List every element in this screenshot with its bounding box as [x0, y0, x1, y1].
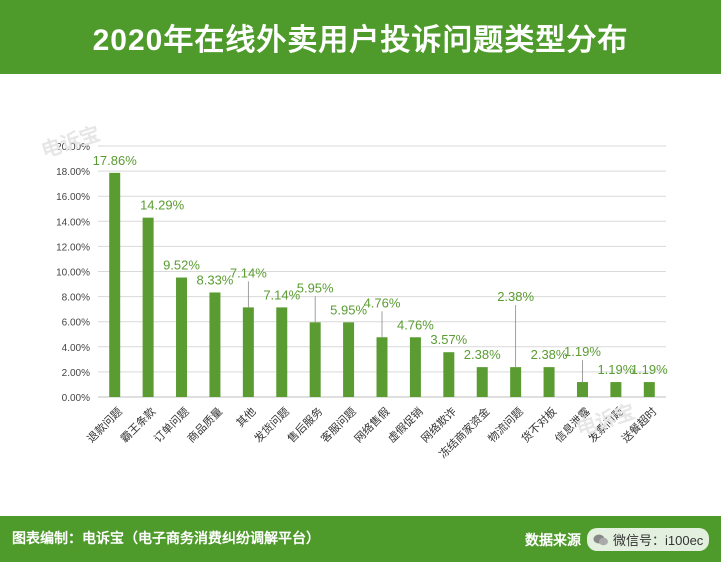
data-label: 1.19%: [631, 362, 668, 377]
data-label: 2.38%: [464, 347, 501, 362]
footer-credit: 图表编制：电诉宝（电子商务消费纠纷调解平台）: [12, 530, 320, 546]
chart-header: 2020年在线外卖用户投诉问题类型分布: [0, 0, 721, 74]
x-tick-label: 物流问题: [485, 404, 526, 445]
bar: [276, 307, 288, 397]
data-label: 7.14%: [230, 265, 267, 280]
y-tick-label: 12.00%: [56, 242, 90, 253]
bar: [142, 217, 154, 397]
bar: [343, 322, 355, 397]
bar: [109, 172, 121, 397]
x-tick-label: 商品质量: [184, 404, 225, 445]
data-label: 5.95%: [297, 280, 334, 295]
footer-source: 数据来源 微信号：i100ec: [525, 528, 710, 551]
x-tick-label: 霸王条款: [117, 404, 158, 445]
y-tick-label: 14.00%: [56, 217, 90, 228]
data-label: 9.52%: [163, 258, 200, 273]
data-label: 4.76%: [364, 295, 401, 310]
data-label: 17.86%: [93, 153, 138, 168]
bar: [543, 367, 555, 397]
x-tick-label: 客服问题: [318, 404, 359, 445]
bar: [242, 307, 254, 397]
footer-bar: 图表编制：电诉宝（电子商务消费纠纷调解平台） 数据来源 微信号：i100ec: [0, 516, 721, 562]
bar: [176, 277, 188, 397]
x-tick-label: 发货问题: [251, 404, 292, 445]
bar: [309, 322, 321, 397]
bar: [443, 352, 455, 397]
data-label: 2.38%: [531, 347, 568, 362]
x-tick-label: 退款问题: [84, 404, 125, 445]
bar-chart: 0.00% 2.00% 4.00% 6.00% 8.00% 10.00% 12.00% 14.…: [56, 142, 668, 461]
y-tick-label: 10.00%: [56, 268, 90, 279]
wechat-id: 微信号：i100ec: [613, 533, 704, 548]
wechat-icon: [593, 534, 608, 545]
y-tick-label: 18.00%: [56, 167, 90, 178]
bar: [209, 292, 221, 397]
chart-title: 2020年在线外卖用户投诉问题类型分布: [92, 24, 629, 57]
x-tick-label: 其他: [234, 405, 259, 430]
bar: [476, 367, 488, 397]
x-tick-label: 订单问题: [151, 405, 191, 445]
y-tick-label: 6.00%: [62, 318, 90, 329]
data-label: 1.19%: [597, 362, 634, 377]
y-tick-label: 4.00%: [62, 343, 90, 354]
bar: [409, 337, 421, 397]
x-tick-label: 虚假促销: [385, 404, 426, 445]
data-label: 5.95%: [330, 302, 367, 317]
y-tick-label: 16.00%: [56, 192, 90, 203]
y-tick-label: 20.00%: [56, 142, 90, 153]
data-label: 3.57%: [430, 332, 467, 347]
x-tick-label: 售后服务: [284, 404, 325, 445]
y-tick-label: 8.00%: [62, 293, 90, 304]
bar: [576, 382, 588, 397]
data-label: 14.29%: [140, 198, 185, 213]
bar: [510, 367, 522, 397]
x-tick-label: 货不对板: [518, 404, 559, 445]
bar: [643, 382, 655, 397]
data-label: 7.14%: [263, 287, 300, 302]
data-label: 4.76%: [397, 317, 434, 332]
bar: [376, 337, 388, 397]
data-label: 1.19%: [564, 344, 601, 359]
y-tick-label: 0.00%: [62, 393, 90, 404]
source-label: 数据来源: [525, 531, 581, 548]
data-label: 8.33%: [197, 272, 234, 287]
data-label: 2.38%: [497, 289, 534, 304]
bar: [610, 382, 622, 397]
plot-area: 电诉宝 电诉宝 0.00% 2.00% 4.00% 6.00% 8.00% 10.00% 1…: [0, 74, 721, 516]
wechat-badge: 微信号：i100ec: [587, 528, 710, 551]
y-tick-label: 2.00%: [62, 368, 90, 379]
x-tick-label: 网络售假: [351, 404, 392, 445]
